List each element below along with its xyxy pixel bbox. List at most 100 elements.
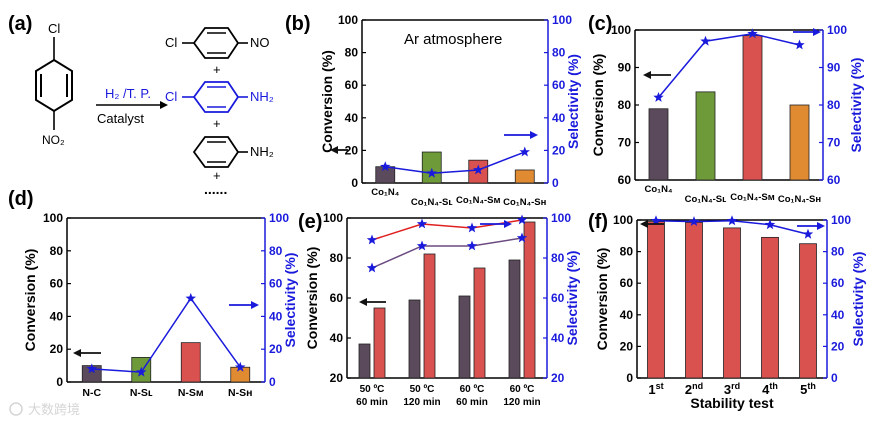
chart-panel-f: 0 0 20 20 40 40 60 60 80 80 100 100 Conversion (%) Se… bbox=[588, 211, 866, 411]
conversion-bar bbox=[375, 166, 396, 184]
conversion-axis-arrow-head bbox=[359, 298, 367, 306]
selectivity-axis-arrow-head bbox=[504, 220, 512, 228]
selectivity-line bbox=[371, 237, 523, 269]
conversion-bar bbox=[421, 151, 442, 184]
selectivity-line bbox=[91, 297, 241, 373]
selectivity-star-marker bbox=[653, 92, 664, 102]
right-tick-label: 100 bbox=[269, 211, 289, 225]
selectivity-star-marker bbox=[366, 262, 378, 273]
left-tick-label: 100 bbox=[613, 213, 633, 227]
selectivity-line bbox=[371, 219, 523, 241]
conversion-axis-arrow-head bbox=[330, 146, 338, 154]
conversion-axis-arrow-head bbox=[643, 71, 651, 79]
conversion-bar bbox=[523, 221, 536, 379]
right-tick-label: 60 bbox=[552, 78, 566, 92]
right-tick-label: 100 bbox=[831, 213, 851, 227]
conversion-bar bbox=[358, 343, 371, 379]
conversion-bar bbox=[647, 221, 665, 379]
reactant-cl-label: Cl bbox=[48, 21, 60, 36]
conversion-bar bbox=[761, 236, 779, 379]
left-tick-label: 40 bbox=[345, 111, 359, 125]
reaction-arrow-head bbox=[160, 101, 168, 109]
left-tick-label: 80 bbox=[618, 98, 632, 112]
selectivity-star-marker bbox=[688, 216, 700, 226]
y-axis-title-left: Conversion (%) bbox=[304, 247, 320, 350]
reaction-catalyst: Catalyst bbox=[97, 111, 144, 126]
right-tick-label: 0 bbox=[831, 371, 838, 385]
left-tick-label: 0 bbox=[351, 176, 358, 190]
right-tick-label: 80 bbox=[269, 244, 283, 258]
selectivity-star-marker bbox=[235, 361, 246, 372]
category-label: 3rd bbox=[724, 381, 740, 397]
left-tick-label: 20 bbox=[330, 371, 344, 385]
right-tick-label: 0 bbox=[552, 176, 559, 190]
right-tick-label: 100 bbox=[551, 211, 571, 225]
category-label: 60 min bbox=[456, 397, 488, 408]
conversion-bar bbox=[180, 342, 201, 383]
left-tick-label: 80 bbox=[345, 46, 359, 60]
conversion-bar bbox=[473, 267, 486, 379]
right-tick-label: 40 bbox=[551, 331, 565, 345]
selectivity-line bbox=[657, 32, 800, 98]
left-tick-label: 40 bbox=[50, 309, 64, 323]
category-label: 120 min bbox=[403, 397, 440, 408]
selectivity-star-marker bbox=[764, 219, 776, 230]
selectivity-star-marker bbox=[416, 218, 428, 229]
y-axis-title-left: Conversion (%) bbox=[22, 249, 38, 352]
category-label: 5th bbox=[800, 381, 816, 397]
left-tick-label: 60 bbox=[618, 173, 632, 187]
watermark-text: 大数跨境 bbox=[28, 402, 80, 417]
right-tick-label: 80 bbox=[827, 98, 841, 112]
left-tick-label: 40 bbox=[330, 331, 344, 345]
category-label: Co₁N₄-Sʟ bbox=[411, 197, 453, 208]
category-label: 2nd bbox=[685, 381, 703, 397]
right-tick-label: 60 bbox=[827, 173, 841, 187]
left-tick-label: 100 bbox=[338, 13, 358, 27]
selectivity-star-marker bbox=[86, 363, 97, 374]
conversion-bar bbox=[514, 169, 535, 184]
category-label: 1st bbox=[648, 381, 663, 397]
selectivity-star-marker bbox=[380, 161, 391, 172]
conversion-bar bbox=[408, 299, 421, 379]
category-label: 60 ºC bbox=[460, 384, 485, 395]
product1-cl-label: Cl bbox=[165, 35, 177, 50]
conversion-bar bbox=[423, 253, 436, 379]
left-tick-label: 0 bbox=[626, 371, 633, 385]
product3-nh2-label: NH₂ bbox=[250, 144, 274, 159]
panel-label: (f) bbox=[588, 211, 608, 233]
selectivity-star-marker bbox=[519, 146, 530, 157]
category-label: 60 min bbox=[356, 397, 388, 408]
category-label: 4th bbox=[762, 381, 778, 397]
category-label: Co₁N₄ bbox=[371, 187, 399, 198]
reactant-no2-label: NO₂ bbox=[42, 133, 65, 147]
right-tick-label: 80 bbox=[831, 245, 845, 259]
category-label: N-Sʜ bbox=[228, 387, 252, 399]
panel-label: (e) bbox=[298, 211, 322, 233]
left-tick-label: 90 bbox=[618, 61, 632, 75]
panel-label: (b) bbox=[285, 13, 311, 35]
selectivity-star-marker bbox=[466, 222, 478, 233]
left-tick-label: 60 bbox=[50, 277, 64, 291]
right-tick-label: 60 bbox=[831, 276, 845, 290]
right-tick-label: 100 bbox=[552, 13, 572, 27]
selectivity-star-marker bbox=[185, 292, 196, 303]
conversion-bar bbox=[799, 243, 817, 379]
selectivity-star-marker bbox=[650, 215, 662, 226]
right-tick-label: 0 bbox=[269, 375, 276, 389]
chart-annotation: Ar atmosphere bbox=[404, 31, 502, 48]
selectivity-star-marker bbox=[516, 232, 528, 243]
y-axis-title-right: Selectivity (%) bbox=[850, 252, 866, 347]
left-tick-label: 100 bbox=[323, 211, 343, 225]
conversion-bar bbox=[685, 221, 703, 379]
product1-no-label: NO bbox=[250, 35, 270, 50]
selectivity-star-marker bbox=[726, 215, 738, 226]
chart-panel-b: 0 0 20 20 40 40 60 60 80 80 100 100 Conversion (%) Se… bbox=[285, 13, 581, 208]
category-label: Co₁N₄-Sᴍ bbox=[730, 192, 775, 203]
category-label: N-Sᴍ bbox=[178, 387, 204, 399]
category-label: Co₁N₄-Sʟ bbox=[685, 194, 727, 205]
left-tick-label: 60 bbox=[620, 276, 634, 290]
watermark: 大数跨境 bbox=[9, 402, 80, 417]
category-label: Co₁N₄-Sʜ bbox=[503, 197, 546, 208]
selectivity-line bbox=[385, 151, 526, 174]
